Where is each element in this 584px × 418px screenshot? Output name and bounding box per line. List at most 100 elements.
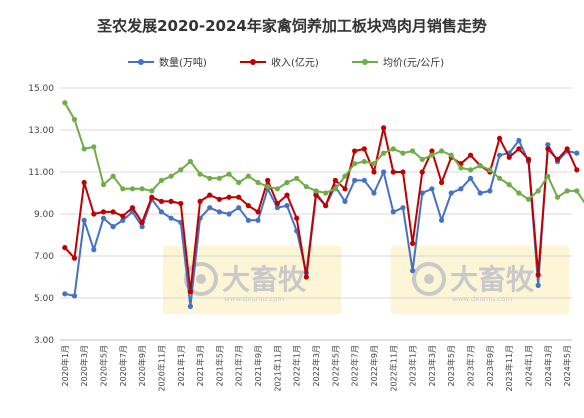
data-point	[303, 184, 309, 190]
y-tick-label: 5.00	[34, 294, 54, 304]
data-point	[487, 188, 493, 194]
data-point	[71, 293, 78, 299]
watermark-left: 大畜牧 www.dxumu.com	[163, 246, 341, 314]
data-point	[390, 146, 396, 152]
data-point	[554, 194, 561, 200]
x-tick-label: 2024年3月	[543, 345, 553, 386]
data-point	[216, 175, 222, 181]
x-tick-label: 2020年3月	[79, 345, 89, 386]
legend-marker	[250, 59, 256, 65]
data-point	[438, 217, 445, 223]
x-tick-label: 2023年11月	[504, 345, 514, 392]
data-point	[226, 194, 232, 200]
data-point	[574, 150, 580, 156]
legend-item: 收入(亿元)	[240, 56, 319, 69]
data-point	[110, 173, 116, 179]
data-point	[429, 148, 435, 154]
x-axis: 2020年1月 2020年3月 2020年5月 2020年7月 2020年9月 2020年…	[60, 339, 572, 392]
data-point	[390, 209, 396, 215]
data-point	[419, 169, 425, 175]
data-point	[158, 209, 165, 215]
data-point	[245, 203, 251, 209]
data-point	[284, 192, 290, 198]
data-point	[71, 116, 78, 123]
x-tick-label: 2020年11月	[156, 345, 166, 392]
x-tick-label: 2023年3月	[427, 345, 437, 386]
x-tick-label: 2021年1月	[176, 345, 186, 386]
data-point	[158, 198, 165, 204]
x-tick-label: 2022年11月	[388, 345, 398, 392]
data-point	[91, 211, 97, 217]
data-point	[91, 247, 97, 253]
data-point	[110, 209, 116, 215]
x-tick-label: 2022年5月	[330, 345, 340, 386]
x-tick-label: 2020年5月	[98, 345, 108, 386]
data-point	[458, 186, 464, 192]
x-tick-label: 2020年1月	[60, 345, 70, 386]
data-point	[342, 198, 348, 204]
data-point	[516, 146, 522, 152]
data-point	[139, 224, 145, 230]
data-point	[139, 219, 145, 225]
x-tick-label: 2021年9月	[253, 345, 263, 386]
data-point	[187, 158, 194, 165]
watermark-site: www.dxumu.com	[452, 295, 512, 303]
x-tick-label: 2024年5月	[562, 345, 572, 386]
x-tick-label: 2021年11月	[272, 345, 282, 392]
data-point	[564, 188, 570, 194]
data-point	[110, 224, 116, 230]
data-point	[506, 154, 512, 160]
data-point	[352, 161, 358, 167]
data-point	[100, 182, 107, 188]
x-tick-label: 2023年9月	[485, 345, 495, 386]
y-tick-label: 11.00	[28, 168, 54, 178]
data-point	[496, 152, 503, 158]
data-point	[429, 186, 435, 192]
y-tick-label: 13.00	[28, 126, 54, 136]
data-point	[448, 190, 454, 196]
data-point	[574, 188, 580, 194]
x-tick-label: 2023年1月	[408, 345, 418, 386]
watermark-logo-dot-icon	[196, 274, 206, 284]
legend-label: 均价(元/公斤)	[383, 57, 444, 69]
data-point	[197, 171, 203, 177]
data-point	[284, 203, 290, 209]
data-point	[236, 205, 242, 211]
legend-label: 数量(万吨)	[159, 56, 207, 69]
data-point	[574, 167, 580, 173]
data-point	[381, 125, 387, 131]
data-point	[487, 167, 493, 173]
data-point	[255, 217, 261, 223]
legend-marker	[362, 59, 368, 65]
data-point	[91, 144, 97, 150]
data-point	[516, 190, 522, 196]
data-point	[371, 190, 377, 196]
data-point	[255, 209, 261, 215]
data-point	[187, 289, 194, 295]
x-tick-label: 2021年3月	[195, 345, 205, 386]
x-tick-label: 2024年1月	[524, 345, 534, 386]
data-point	[381, 150, 387, 156]
data-point	[168, 173, 174, 179]
data-point	[516, 137, 522, 144]
data-point	[545, 142, 551, 148]
data-point	[294, 215, 300, 221]
watermark-logo-dot-icon	[424, 274, 434, 284]
data-point	[467, 175, 474, 181]
x-tick-label: 2023年7月	[466, 345, 476, 386]
data-point	[236, 194, 242, 200]
series-2	[62, 125, 580, 295]
plot-area	[62, 100, 584, 309]
data-point	[265, 184, 271, 190]
data-point	[361, 146, 367, 152]
data-point	[226, 171, 232, 177]
data-point	[496, 175, 503, 181]
data-point	[149, 188, 155, 194]
data-point	[545, 146, 551, 152]
data-point	[419, 190, 425, 196]
data-point	[400, 150, 406, 156]
data-point	[81, 217, 87, 223]
data-point	[178, 200, 184, 207]
data-point	[255, 179, 261, 186]
y-tick-label: 3.00	[34, 336, 54, 346]
